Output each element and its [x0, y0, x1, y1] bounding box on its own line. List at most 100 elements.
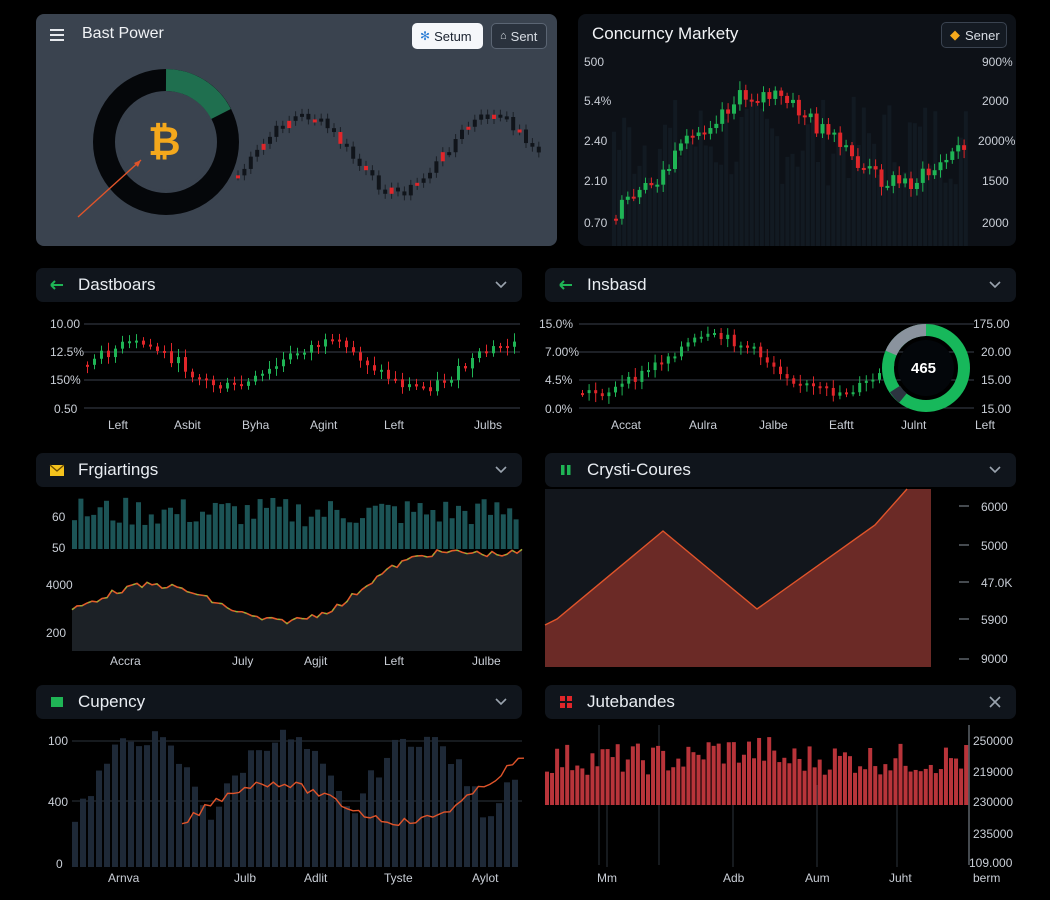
volume-bar: [953, 184, 958, 246]
candle: [156, 346, 159, 351]
candle: [625, 196, 630, 200]
candle: [914, 182, 919, 190]
bar: [595, 766, 600, 805]
candle: [107, 350, 110, 358]
bar: [716, 743, 721, 805]
volume-bar: [928, 165, 933, 246]
candle: [726, 109, 731, 114]
arrow-left-icon[interactable]: [50, 278, 64, 292]
panel-header[interactable]: Frgiartings: [36, 453, 522, 487]
candle: [396, 187, 400, 192]
panel-header[interactable]: Cupency: [36, 685, 522, 719]
candle: [666, 356, 670, 364]
volume-bar: [206, 514, 212, 549]
candle: [478, 351, 481, 358]
y-label: 9000: [981, 652, 1008, 666]
arrow-left-icon[interactable]: [559, 278, 573, 292]
bar: [392, 739, 398, 867]
panel-header[interactable]: Jutebandes: [545, 685, 1016, 719]
candle: [637, 189, 642, 198]
candle: [498, 114, 503, 118]
hamburger-icon[interactable]: [50, 29, 64, 41]
candle: [962, 145, 967, 150]
candle: [614, 386, 617, 393]
volume-bar: [622, 117, 627, 246]
panel-header[interactable]: Dastboars: [36, 268, 522, 302]
close-icon[interactable]: [988, 695, 1002, 709]
volume-bar: [724, 119, 729, 246]
y-label: 2.40: [584, 134, 608, 148]
volume-bar: [353, 522, 359, 549]
candle: [732, 104, 736, 114]
volume-bar: [379, 503, 385, 549]
bar: [232, 775, 238, 867]
panel-header[interactable]: Crysti-Coures: [545, 453, 1016, 487]
volume-bar: [296, 504, 301, 549]
volume-bar: [123, 497, 129, 549]
volume-bar: [148, 514, 154, 549]
candle: [93, 358, 96, 365]
candle: [345, 340, 348, 348]
candle: [684, 135, 689, 144]
candle: [720, 109, 725, 124]
volume-bar: [168, 507, 173, 549]
candle: [702, 132, 707, 135]
sort-button[interactable]: ⌂ Sent: [491, 23, 547, 49]
candle: [845, 392, 848, 395]
setup-button[interactable]: ✻ Setum: [412, 23, 483, 49]
candle: [170, 351, 173, 364]
bar: [456, 759, 462, 867]
bar: [136, 746, 142, 867]
volume-bar: [308, 516, 314, 549]
bar: [954, 758, 959, 805]
bar: [360, 793, 366, 867]
volume-bar: [749, 98, 754, 246]
candle: [649, 182, 654, 186]
volume-bar: [180, 499, 186, 549]
candle: [607, 392, 611, 397]
trend-line-highlight: [71, 549, 523, 625]
candle: [254, 375, 257, 382]
bar: [264, 750, 270, 867]
volume-bar: [877, 174, 882, 246]
bar: [440, 746, 446, 867]
bar: [959, 768, 964, 805]
candle: [755, 100, 760, 103]
chevron-down-icon[interactable]: [988, 463, 1002, 477]
candle: [370, 170, 375, 176]
chevron-down-icon[interactable]: [494, 463, 508, 477]
candle: [163, 350, 166, 353]
candle: [306, 113, 311, 120]
candle: [324, 339, 327, 347]
candle: [864, 380, 868, 383]
candle: [344, 143, 349, 147]
y-label: 900%: [982, 55, 1013, 69]
bar: [842, 752, 847, 805]
y-label: 47.0K: [981, 576, 1013, 590]
candle: [759, 346, 763, 358]
sener-button[interactable]: ◆ Sener: [941, 22, 1007, 48]
volume-bar: [456, 505, 461, 549]
volume-bar: [302, 526, 308, 549]
bar: [304, 749, 310, 867]
panel-title: Bast Power: [82, 25, 164, 42]
chevron-down-icon[interactable]: [988, 278, 1002, 292]
bar: [80, 798, 86, 867]
candle: [293, 116, 298, 121]
chevron-down-icon[interactable]: [494, 695, 508, 709]
candle: [282, 359, 285, 367]
panel-header[interactable]: Insbasd: [545, 268, 1016, 302]
candle: [268, 368, 271, 374]
candle: [506, 346, 509, 349]
chevron-down-icon[interactable]: [494, 278, 508, 292]
candle: [303, 352, 306, 355]
bar: [691, 752, 696, 805]
x-label: Tyste: [384, 871, 413, 885]
volume-bar: [174, 514, 180, 549]
candle: [524, 129, 528, 144]
candle: [240, 384, 243, 387]
candle: [114, 348, 117, 358]
volume-bar: [897, 183, 902, 246]
candle: [536, 146, 541, 153]
bar: [424, 736, 430, 867]
